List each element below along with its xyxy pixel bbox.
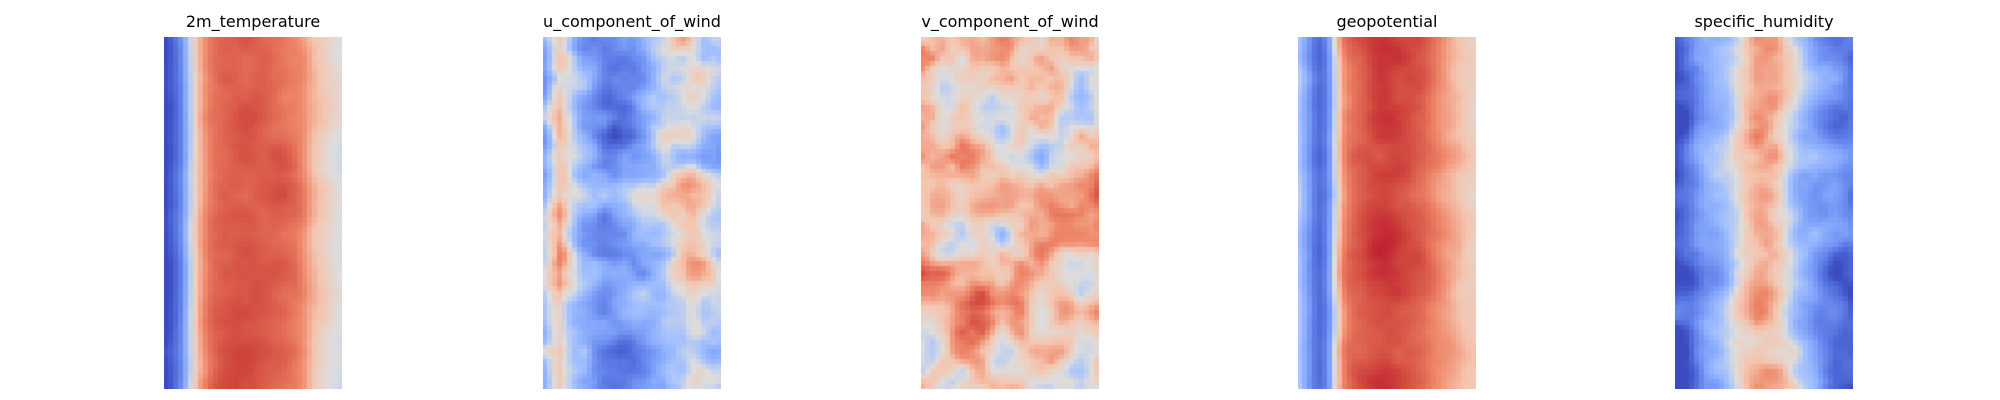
panel-title: geopotential — [1336, 12, 1438, 31]
panel-v-component-of-wind: v_component_of_wind — [921, 0, 1099, 400]
heatmap — [543, 37, 721, 389]
panel-specific-humidity: specific_humidity — [1675, 0, 1853, 400]
panel-geopotential: geopotential — [1298, 0, 1476, 400]
panel-u-component-of-wind: u_component_of_wind — [543, 0, 721, 400]
heatmap — [921, 37, 1099, 389]
panel-2m-temperature: 2m_temperature — [164, 0, 342, 400]
panel-title: u_component_of_wind — [543, 12, 721, 31]
heatmap — [1298, 37, 1476, 389]
panel-title: specific_humidity — [1694, 12, 1834, 31]
heatmap — [1675, 37, 1853, 389]
panel-title: v_component_of_wind — [921, 12, 1099, 31]
heatmap — [164, 37, 342, 389]
panel-title: 2m_temperature — [185, 12, 321, 31]
